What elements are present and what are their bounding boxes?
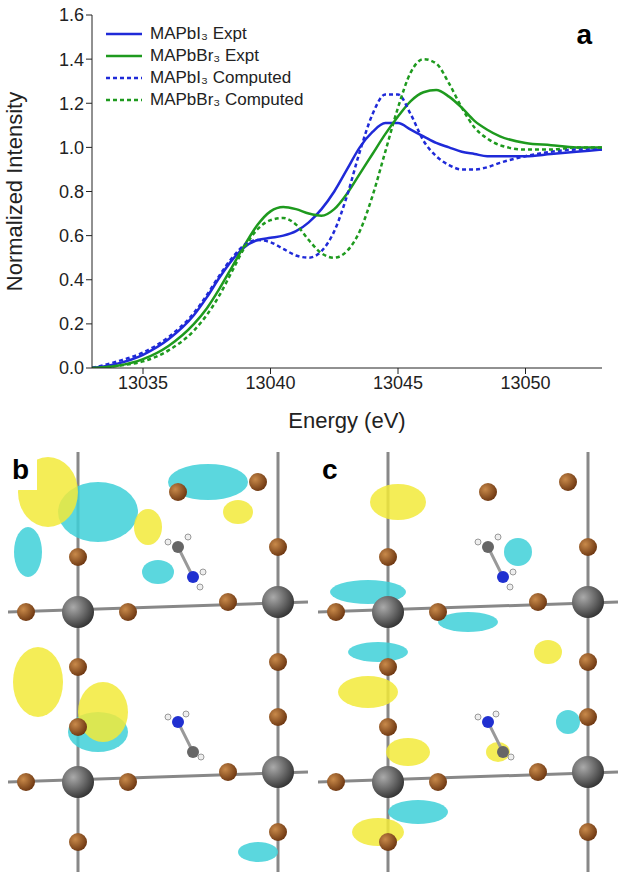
svg-text:1.6: 1.6 — [59, 5, 84, 25]
html-text:a: a — [576, 19, 592, 50]
svg-text:0.6: 0.6 — [59, 226, 84, 246]
svg-text:Normalized Intensity: Normalized Intensity — [2, 92, 27, 291]
svg-text:13040: 13040 — [245, 373, 295, 393]
svg-text:0.0: 0.0 — [59, 358, 84, 378]
html-text:MAPbBr₃ Expt: MAPbBr₃ Expt — [150, 46, 259, 65]
svg-text:1.2: 1.2 — [59, 94, 84, 114]
svg-text:0.2: 0.2 — [59, 314, 84, 334]
html-text:MAPbI₃ Computed: MAPbI₃ Computed — [150, 68, 292, 87]
svg-text:13035: 13035 — [118, 373, 168, 393]
html-text:MAPbBr₃ Computed: MAPbBr₃ Computed — [150, 90, 304, 109]
html-text:b: b — [12, 454, 30, 485]
svg-text:13050: 13050 — [500, 373, 550, 393]
html-text:MAPbI₃ Expt: MAPbI₃ Expt — [150, 24, 247, 43]
svg-text:0.8: 0.8 — [59, 182, 84, 202]
svg-text:1.4: 1.4 — [59, 50, 84, 70]
svg-text:0.4: 0.4 — [59, 270, 84, 290]
html-text:c: c — [322, 454, 338, 485]
svg-text:1.0: 1.0 — [59, 138, 84, 158]
svg-text:13045: 13045 — [373, 373, 423, 393]
svg-text:Energy (eV): Energy (eV) — [288, 408, 405, 433]
